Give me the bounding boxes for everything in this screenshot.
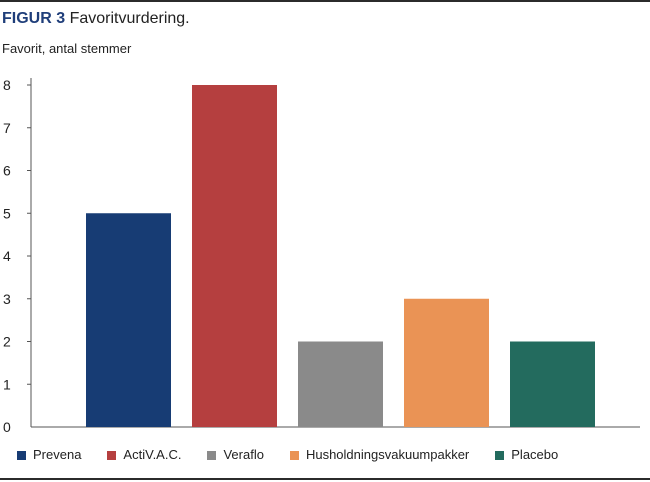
figure-title: FIGUR 3 Favoritvurdering. xyxy=(2,9,190,29)
y-tick-label: 3 xyxy=(3,291,11,307)
legend-label: Prevena xyxy=(33,447,82,462)
figure-number: FIGUR 3 xyxy=(2,10,66,27)
legend-swatch-prevena xyxy=(17,450,26,460)
legend-item-husholdningsvakuumpakker: Husholdningsvakuumpakker xyxy=(289,447,470,463)
legend-label: Husholdningsvakuumpakker xyxy=(305,447,470,462)
y-tick-label: 4 xyxy=(3,248,11,264)
bar-placebo xyxy=(510,341,595,427)
bar-husholdningsvakuumpakker xyxy=(404,298,489,427)
bottom-rule xyxy=(0,478,650,480)
y-tick-label: 7 xyxy=(3,120,11,136)
y-tick-label: 1 xyxy=(3,376,11,392)
y-tick-label: 8 xyxy=(3,77,11,93)
legend-label: Placebo xyxy=(511,447,559,462)
legend-item-prevena: Prevena xyxy=(17,447,81,463)
y-tick-label: 0 xyxy=(3,419,11,435)
top-rule xyxy=(0,0,650,2)
y-tick-label: 5 xyxy=(3,205,11,221)
y-axis-label: Favorit, antal stemmer xyxy=(2,41,132,56)
legend-label: Veraflo xyxy=(223,447,264,462)
legend-swatch-husholdningsvakuumpakker xyxy=(289,450,299,460)
chart-legend: Prevena ActiV.A.C. Veraflo Husholdningsv… xyxy=(17,446,584,464)
legend-swatch-veraflo xyxy=(207,450,217,460)
bar-prevena xyxy=(86,213,171,427)
legend-item-placebo: Placebo xyxy=(495,447,558,463)
legend-item-activac: ActiV.A.C. xyxy=(107,447,181,463)
legend-swatch-placebo xyxy=(495,450,505,460)
y-tick-label: 2 xyxy=(3,334,11,350)
legend-item-veraflo: Veraflo xyxy=(207,447,264,463)
y-tick-label: 6 xyxy=(3,163,11,179)
bar-veraflo xyxy=(298,341,383,427)
legend-swatch-activac xyxy=(107,450,117,460)
bar-chart: 0 1 2 3 4 5 6 7 8 xyxy=(3,77,640,435)
bar-activ-a-c xyxy=(192,85,277,427)
figure-caption: Favoritvurdering. xyxy=(69,10,190,27)
legend-label: ActiV.A.C. xyxy=(123,447,182,462)
